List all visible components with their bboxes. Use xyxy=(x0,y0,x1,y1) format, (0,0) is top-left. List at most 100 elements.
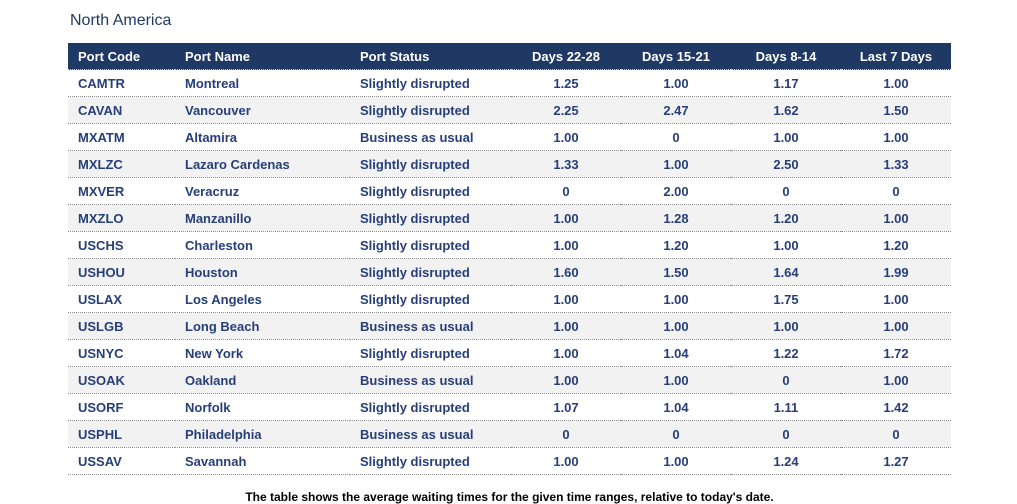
port-code-cell: MXATM xyxy=(68,123,175,151)
days-22-28-cell: 1.00 xyxy=(511,447,621,475)
days-8-14-cell: 1.00 xyxy=(731,123,841,151)
port-name-cell: Vancouver xyxy=(175,96,350,124)
port-status-cell: Business as usual xyxy=(350,123,511,151)
port-name-cell: Veracruz xyxy=(175,177,350,205)
days-22-28-cell: 1.00 xyxy=(511,366,621,394)
port-status-cell: Slightly disrupted xyxy=(350,339,511,367)
page-title: North America xyxy=(70,12,172,29)
table-row: CAVAN Vancouver Slightly disrupted 2.25 2.47… xyxy=(68,96,951,124)
last-7-days-cell: 0 xyxy=(841,420,951,448)
port-name-cell: New York xyxy=(175,339,350,367)
days-15-21-cell: 1.20 xyxy=(621,231,731,259)
last-7-days-cell: 1.72 xyxy=(841,339,951,367)
column-header-port-code: Port Code xyxy=(68,43,175,70)
table-row: MXZLO Manzanillo Slightly disrupted 1.00 1.2… xyxy=(68,204,951,232)
table-row: USSAV Savannah Slightly disrupted 1.00 1.00 1… xyxy=(68,447,951,475)
days-15-21-cell: 1.00 xyxy=(621,447,731,475)
ports-waiting-times-table: Port Code Port Name Port Status Days 22-28 D… xyxy=(68,43,951,475)
days-8-14-cell: 1.11 xyxy=(731,393,841,421)
days-22-28-cell: 1.07 xyxy=(511,393,621,421)
days-8-14-cell: 1.00 xyxy=(731,231,841,259)
column-header-last-7-days: Last 7 Days xyxy=(841,43,951,70)
port-code-cell: USHOU xyxy=(68,258,175,286)
last-7-days-cell: 1.42 xyxy=(841,393,951,421)
column-header-days-8-14: Days 8-14 xyxy=(731,43,841,70)
days-15-21-cell: 2.00 xyxy=(621,177,731,205)
port-status-cell: Slightly disrupted xyxy=(350,258,511,286)
table-row: MXATM Altamira Business as usual 1.00 0 1.00 1… xyxy=(68,123,951,151)
port-code-cell: USLAX xyxy=(68,285,175,313)
column-header-days-15-21: Days 15-21 xyxy=(621,43,731,70)
table-row: USORF Norfolk Slightly disrupted 1.07 1.04 1.… xyxy=(68,393,951,421)
table-row: USPHL Philadelphia Business as usual 0 0 0 0 xyxy=(68,420,951,448)
days-15-21-cell: 1.28 xyxy=(621,204,731,232)
days-22-28-cell: 1.00 xyxy=(511,312,621,340)
days-8-14-cell: 0 xyxy=(731,366,841,394)
table-row: MXVER Veracruz Slightly disrupted 0 2.00 0 0 xyxy=(68,177,951,205)
days-22-28-cell: 1.25 xyxy=(511,69,621,97)
days-8-14-cell: 1.24 xyxy=(731,447,841,475)
port-status-cell: Slightly disrupted xyxy=(350,393,511,421)
port-name-cell: Long Beach xyxy=(175,312,350,340)
table-row: MXLZC Lazaro Cardenas Slightly disrupted 1.… xyxy=(68,150,951,178)
port-status-cell: Slightly disrupted xyxy=(350,204,511,232)
days-22-28-cell: 0 xyxy=(511,420,621,448)
table-row: USLGB Long Beach Business as usual 1.00 1.00… xyxy=(68,312,951,340)
days-22-28-cell: 2.25 xyxy=(511,96,621,124)
port-name-cell: Los Angeles xyxy=(175,285,350,313)
days-15-21-cell: 1.04 xyxy=(621,393,731,421)
port-name-cell: Altamira xyxy=(175,123,350,151)
days-15-21-cell: 0 xyxy=(621,420,731,448)
days-8-14-cell: 1.64 xyxy=(731,258,841,286)
port-code-cell: USCHS xyxy=(68,231,175,259)
port-code-cell: USOAK xyxy=(68,366,175,394)
port-name-cell: Charleston xyxy=(175,231,350,259)
last-7-days-cell: 1.00 xyxy=(841,285,951,313)
port-code-cell: CAVAN xyxy=(68,96,175,124)
port-status-cell: Business as usual xyxy=(350,312,511,340)
port-status-cell: Slightly disrupted xyxy=(350,150,511,178)
days-22-28-cell: 1.00 xyxy=(511,231,621,259)
port-status-cell: Slightly disrupted xyxy=(350,231,511,259)
port-code-cell: USORF xyxy=(68,393,175,421)
port-name-cell: Montreal xyxy=(175,69,350,97)
days-15-21-cell: 1.50 xyxy=(621,258,731,286)
port-status-cell: Business as usual xyxy=(350,420,511,448)
port-code-cell: USSAV xyxy=(68,447,175,475)
port-status-cell: Slightly disrupted xyxy=(350,447,511,475)
last-7-days-cell: 1.50 xyxy=(841,96,951,124)
days-8-14-cell: 2.50 xyxy=(731,150,841,178)
days-15-21-cell: 0 xyxy=(621,123,731,151)
last-7-days-cell: 1.99 xyxy=(841,258,951,286)
port-status-cell: Business as usual xyxy=(350,366,511,394)
last-7-days-cell: 1.00 xyxy=(841,312,951,340)
last-7-days-cell: 1.20 xyxy=(841,231,951,259)
days-15-21-cell: 1.00 xyxy=(621,366,731,394)
days-15-21-cell: 1.00 xyxy=(621,69,731,97)
table-row: USNYC New York Slightly disrupted 1.00 1.04 1… xyxy=(68,339,951,367)
port-name-cell: Houston xyxy=(175,258,350,286)
port-code-cell: USNYC xyxy=(68,339,175,367)
last-7-days-cell: 1.27 xyxy=(841,447,951,475)
port-code-cell: MXLZC xyxy=(68,150,175,178)
days-22-28-cell: 1.33 xyxy=(511,150,621,178)
table-body: CAMTR Montreal Slightly disrupted 1.25 1.00 1… xyxy=(68,69,951,475)
port-status-cell: Slightly disrupted xyxy=(350,177,511,205)
days-8-14-cell: 0 xyxy=(731,420,841,448)
port-name-cell: Savannah xyxy=(175,447,350,475)
days-22-28-cell: 1.00 xyxy=(511,204,621,232)
table-caption: The table shows the average waiting time… xyxy=(245,490,774,504)
port-code-cell: USLGB xyxy=(68,312,175,340)
table-row: USOAK Oakland Business as usual 1.00 1.00 0 1.… xyxy=(68,366,951,394)
column-header-port-name: Port Name xyxy=(175,43,350,70)
port-code-cell: CAMTR xyxy=(68,69,175,97)
days-15-21-cell: 1.00 xyxy=(621,150,731,178)
port-name-cell: Lazaro Cardenas xyxy=(175,150,350,178)
port-name-cell: Manzanillo xyxy=(175,204,350,232)
port-name-cell: Oakland xyxy=(175,366,350,394)
last-7-days-cell: 1.00 xyxy=(841,69,951,97)
days-15-21-cell: 1.00 xyxy=(621,312,731,340)
days-8-14-cell: 1.20 xyxy=(731,204,841,232)
days-15-21-cell: 1.04 xyxy=(621,339,731,367)
